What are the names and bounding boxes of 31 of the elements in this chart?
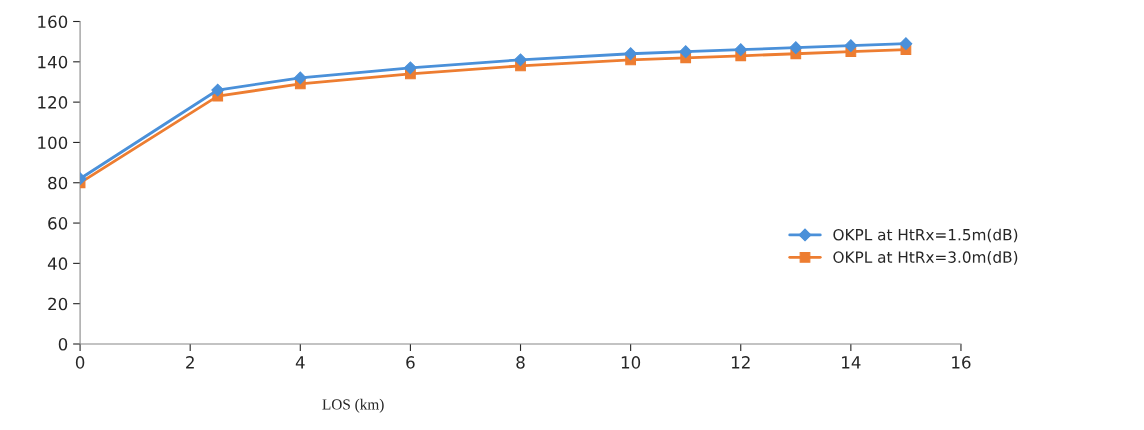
x-tick-label: 12: [731, 356, 750, 369]
point: [514, 53, 527, 67]
x-tick-label: 6: [406, 356, 415, 369]
legend-label: OKPL at HtRx=3.0m(dB): [833, 251, 1018, 265]
point: [211, 83, 225, 97]
point: [844, 39, 858, 53]
point: [789, 41, 803, 55]
point: [899, 37, 913, 51]
x-tick-label: 0: [75, 356, 85, 369]
y-tick-label: 40: [47, 257, 68, 270]
y-tick-label: 60: [48, 217, 68, 230]
point: [624, 47, 638, 61]
y-tick-label: 120: [38, 96, 68, 109]
legend-label: OKPL at HtRx=1.5m(dB): [833, 228, 1018, 243]
y-tick-label: 0: [58, 337, 68, 351]
x-axis-title: LOS (km): [322, 398, 384, 413]
point: [293, 71, 307, 85]
y-tick-label: 140: [38, 55, 68, 69]
point: [404, 61, 417, 75]
x-tick-label: 10: [621, 356, 641, 369]
x-tick-label: 2: [186, 356, 194, 369]
x-tick-label: 8: [516, 356, 525, 369]
x-tick-label: 16: [952, 356, 971, 369]
y-tick-label: 160: [38, 15, 68, 29]
x-tick-label: 4: [295, 356, 305, 369]
point: [679, 45, 693, 59]
x-tick-label: 14: [842, 356, 861, 369]
y-tick-label: 100: [38, 136, 68, 150]
y-tick-label: 20: [48, 297, 68, 311]
y-tick-label: 80: [48, 176, 68, 190]
point: [734, 43, 748, 57]
